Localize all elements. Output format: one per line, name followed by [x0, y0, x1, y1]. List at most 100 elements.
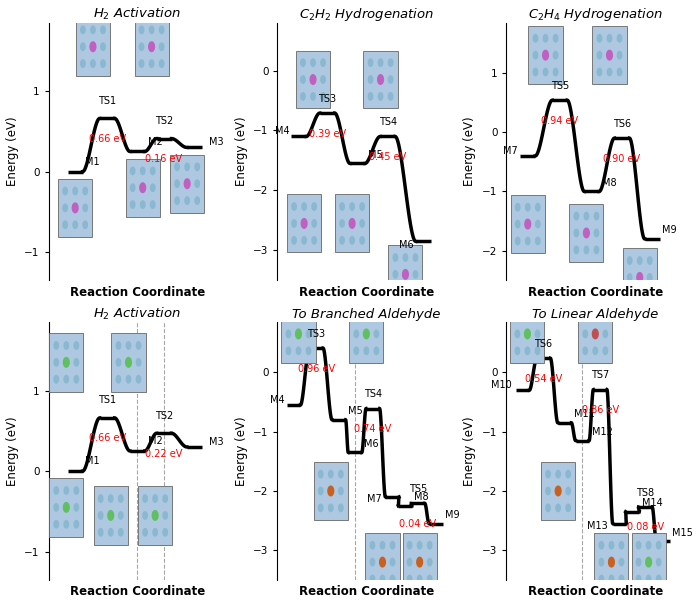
Ellipse shape: [295, 329, 301, 339]
Ellipse shape: [620, 559, 624, 566]
Text: M3: M3: [209, 437, 223, 447]
Ellipse shape: [402, 269, 408, 279]
Ellipse shape: [301, 76, 305, 83]
Text: 0.90 eV: 0.90 eV: [603, 153, 640, 164]
Ellipse shape: [407, 542, 412, 549]
Ellipse shape: [64, 521, 69, 528]
Text: TS3: TS3: [318, 94, 336, 104]
Ellipse shape: [627, 274, 632, 281]
Ellipse shape: [354, 313, 358, 321]
Ellipse shape: [597, 68, 602, 76]
Ellipse shape: [74, 342, 78, 349]
Ellipse shape: [554, 68, 558, 76]
Ellipse shape: [542, 50, 548, 60]
Ellipse shape: [160, 26, 164, 34]
Ellipse shape: [73, 187, 78, 194]
Ellipse shape: [566, 487, 570, 495]
Text: M4: M4: [270, 395, 285, 405]
Ellipse shape: [609, 575, 614, 583]
Ellipse shape: [130, 184, 135, 191]
Ellipse shape: [307, 347, 311, 355]
Ellipse shape: [349, 219, 355, 228]
Ellipse shape: [292, 220, 296, 227]
Ellipse shape: [126, 376, 131, 383]
Ellipse shape: [636, 542, 641, 549]
FancyBboxPatch shape: [170, 155, 204, 213]
Text: TS7: TS7: [591, 370, 609, 381]
Text: TS1: TS1: [98, 96, 116, 106]
Y-axis label: Energy (eV): Energy (eV): [463, 117, 477, 186]
Text: 0.45 eV: 0.45 eV: [369, 152, 406, 162]
FancyBboxPatch shape: [402, 533, 437, 591]
Ellipse shape: [594, 230, 598, 237]
Ellipse shape: [328, 471, 333, 478]
Ellipse shape: [583, 313, 587, 321]
Ellipse shape: [609, 542, 614, 549]
Text: TS8: TS8: [636, 488, 655, 498]
Ellipse shape: [416, 557, 423, 567]
Ellipse shape: [74, 504, 78, 511]
Ellipse shape: [391, 559, 395, 566]
Ellipse shape: [118, 495, 123, 503]
Y-axis label: Energy (eV): Energy (eV): [234, 117, 248, 186]
Text: M5: M5: [348, 406, 363, 416]
Ellipse shape: [593, 347, 598, 355]
Ellipse shape: [368, 92, 372, 100]
Ellipse shape: [546, 471, 550, 478]
Ellipse shape: [648, 257, 652, 264]
Ellipse shape: [593, 313, 598, 321]
Ellipse shape: [603, 330, 608, 338]
Ellipse shape: [116, 376, 120, 383]
Ellipse shape: [292, 237, 296, 244]
Ellipse shape: [83, 221, 88, 228]
Ellipse shape: [393, 271, 398, 278]
Ellipse shape: [153, 528, 158, 536]
Ellipse shape: [72, 203, 78, 213]
Ellipse shape: [195, 163, 199, 170]
Text: M7: M7: [367, 494, 382, 504]
Ellipse shape: [91, 60, 95, 67]
Text: M4: M4: [275, 126, 290, 137]
Ellipse shape: [311, 92, 315, 100]
Ellipse shape: [648, 291, 652, 298]
Ellipse shape: [153, 510, 158, 520]
Ellipse shape: [597, 51, 602, 59]
Ellipse shape: [160, 43, 164, 50]
Ellipse shape: [360, 220, 365, 227]
FancyBboxPatch shape: [58, 179, 92, 237]
Ellipse shape: [360, 237, 365, 244]
X-axis label: Reaction Coordinate: Reaction Coordinate: [299, 286, 434, 299]
Ellipse shape: [80, 26, 85, 34]
Ellipse shape: [646, 557, 652, 567]
Ellipse shape: [428, 559, 432, 566]
Ellipse shape: [368, 59, 372, 66]
Ellipse shape: [80, 60, 85, 67]
Ellipse shape: [363, 329, 369, 339]
Ellipse shape: [515, 204, 520, 211]
Ellipse shape: [339, 471, 343, 478]
Ellipse shape: [407, 559, 412, 566]
FancyBboxPatch shape: [510, 305, 545, 363]
Ellipse shape: [163, 495, 167, 503]
Ellipse shape: [74, 376, 78, 383]
Ellipse shape: [525, 219, 531, 229]
Ellipse shape: [592, 329, 598, 339]
Text: M1: M1: [85, 456, 100, 466]
Ellipse shape: [533, 34, 538, 42]
Ellipse shape: [185, 163, 189, 170]
Ellipse shape: [360, 203, 365, 210]
Ellipse shape: [184, 179, 190, 188]
Ellipse shape: [163, 528, 167, 536]
Text: 0.39 eV: 0.39 eV: [309, 129, 346, 138]
Ellipse shape: [108, 495, 113, 503]
Ellipse shape: [302, 237, 307, 244]
Ellipse shape: [555, 486, 561, 496]
Ellipse shape: [108, 528, 113, 536]
FancyBboxPatch shape: [49, 333, 83, 391]
Ellipse shape: [175, 180, 179, 187]
Ellipse shape: [160, 60, 164, 67]
Ellipse shape: [515, 313, 519, 321]
Ellipse shape: [312, 220, 316, 227]
Ellipse shape: [379, 92, 383, 100]
FancyBboxPatch shape: [594, 533, 629, 591]
